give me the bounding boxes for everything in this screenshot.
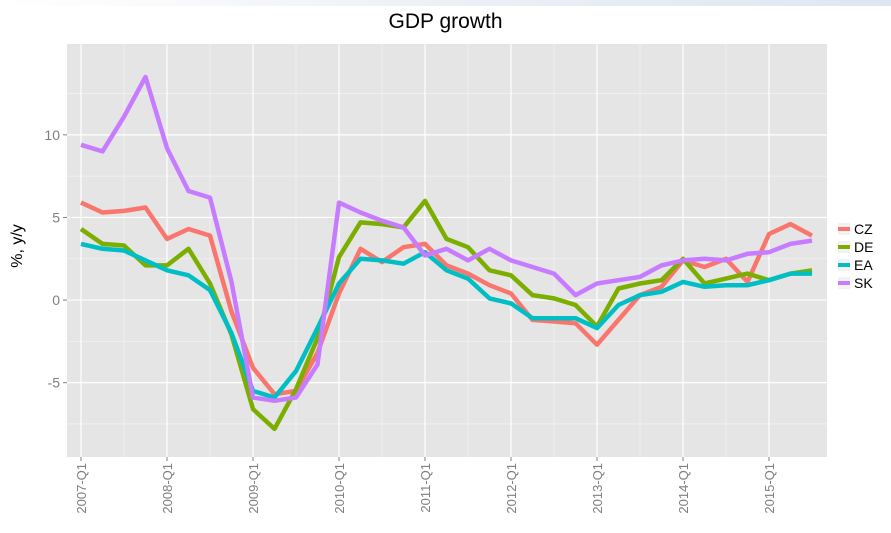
series-line-sk xyxy=(80,74,813,404)
legend-item-de: DE xyxy=(838,238,873,256)
series-line-ea xyxy=(80,241,812,400)
x-tick-label: 2008-Q1 xyxy=(160,463,175,514)
legend-label: DE xyxy=(854,239,874,255)
x-tick-label: 2010-Q1 xyxy=(332,463,347,514)
legend-swatch xyxy=(838,259,850,271)
header-strip xyxy=(0,0,891,6)
y-tick-label: 5 xyxy=(52,209,60,225)
legend-label: EA xyxy=(854,257,873,273)
series-line-cz xyxy=(80,200,814,397)
chart-title: GDP growth xyxy=(388,10,503,33)
y-tick-label: 10 xyxy=(44,127,60,143)
legend: CZ DE EA SK xyxy=(838,220,873,292)
legend-label: CZ xyxy=(854,221,873,237)
x-tick-label: 2012-Q1 xyxy=(504,463,519,514)
y-tick-label: 0 xyxy=(52,292,60,308)
x-tick-label: 2007-Q1 xyxy=(74,463,89,514)
legend-label: SK xyxy=(854,275,873,291)
x-tick-label: 2015-Q1 xyxy=(762,463,777,514)
x-axis-ticks: 2007-Q1 2008-Q1 2009-Q1 2010-Q1 2011-Q1 2012-… xyxy=(74,457,777,514)
x-tick-label: 2013-Q1 xyxy=(590,463,605,514)
x-tick-label: 2009-Q1 xyxy=(246,463,261,514)
x-tick-label: 2014-Q1 xyxy=(676,463,691,514)
legend-swatch xyxy=(838,277,850,289)
legend-swatch xyxy=(838,223,850,235)
legend-item-sk: SK xyxy=(838,274,873,292)
legend-item-cz: CZ xyxy=(838,220,873,238)
legend-item-ea: EA xyxy=(838,256,873,274)
x-tick-label: 2011-Q1 xyxy=(418,463,433,513)
legend-swatch xyxy=(838,241,850,253)
series-line-de xyxy=(79,198,813,432)
y-axis-ticks: -5 0 5 10 xyxy=(44,127,67,391)
y-tick-label: -5 xyxy=(48,375,61,391)
series-layer xyxy=(79,74,814,432)
